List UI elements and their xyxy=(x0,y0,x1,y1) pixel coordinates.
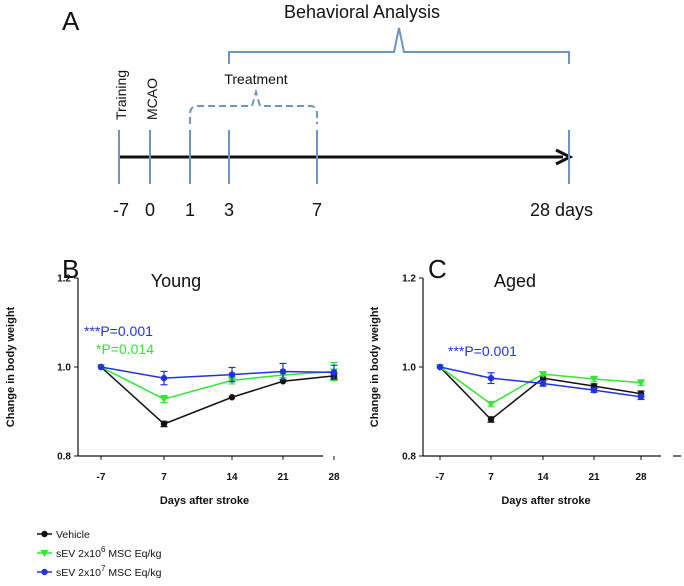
data-point xyxy=(539,380,547,387)
panel-label: C xyxy=(428,254,447,284)
chart-aged: C Aged 0.8 1.0 1.2 -7 7 14 21 28 Days after stroke… xyxy=(369,254,681,507)
x-tick-label: -7 xyxy=(436,472,445,483)
treatment-label: Treatment xyxy=(224,71,287,87)
timeline-tick-label: 3 xyxy=(224,200,234,220)
legend-item: Vehicle xyxy=(37,529,90,541)
data-point xyxy=(160,420,168,428)
data-point xyxy=(160,396,168,404)
x-axis-label: Days after stroke xyxy=(160,495,249,507)
data-point xyxy=(97,363,105,371)
legend-swatch-marker xyxy=(41,568,48,576)
x-tick-label: 28 xyxy=(635,472,647,483)
x-tick-label: 7 xyxy=(161,472,167,483)
timeline-ticks xyxy=(118,130,570,184)
x-tick-label: 14 xyxy=(537,472,549,483)
x-tick-label: 7 xyxy=(488,472,494,483)
series-line xyxy=(100,366,335,379)
data-point xyxy=(487,416,495,423)
training-label: Training xyxy=(113,70,129,120)
behavioral-analysis-label: Behavioral Analysis xyxy=(284,2,440,22)
data-point xyxy=(487,374,495,382)
legend-swatch-marker xyxy=(41,530,48,538)
x-axis-label: Days after stroke xyxy=(501,495,590,507)
mcao-label: MCAO xyxy=(144,78,160,120)
data-point xyxy=(590,376,598,384)
legend-swatch-marker xyxy=(40,550,49,557)
panel-a-label: A xyxy=(62,6,80,36)
timeline-tick-label: 0 xyxy=(145,200,155,220)
legend-item: sEV 2x106 MSC Eq/kg xyxy=(37,545,162,560)
series-sev-2x10-7-msc-eq-kg xyxy=(436,363,645,401)
timeline-tick-label: -7 xyxy=(113,200,129,220)
y-axis-label: Change in body weight xyxy=(369,306,381,427)
timeline-tick-label: 1 xyxy=(185,200,195,220)
legend-label: sEV 2x106 MSC Eq/kg xyxy=(56,545,162,560)
x-tick-label: 21 xyxy=(277,472,289,483)
data-point xyxy=(539,374,547,382)
chart-young: B Young 0.8 1.0 1.2 -7 7 14 21 28 Days after strok… xyxy=(5,254,340,507)
chart-title: Young xyxy=(151,271,201,291)
legend-label: sEV 2x107 MSC Eq/kg xyxy=(56,564,162,579)
x-tick-label: -7 xyxy=(97,472,106,483)
x-tick-label: 21 xyxy=(588,472,600,483)
data-point xyxy=(487,400,495,408)
p-value-annotation: ***P=0.001 xyxy=(448,343,517,359)
data-point xyxy=(160,374,168,382)
y-tick-label: 0.8 xyxy=(57,452,71,463)
legend-label: Vehicle xyxy=(56,529,90,541)
y-tick-label: 1.2 xyxy=(402,274,416,285)
p-value-annotation: *P=0.014 xyxy=(96,341,154,357)
x-tick-label: 14 xyxy=(226,472,238,483)
data-point xyxy=(330,369,338,376)
y-axis-label: Change in body weight xyxy=(5,306,17,427)
y-tick-label: 1.2 xyxy=(57,274,71,285)
legend-item: sEV 2x107 MSC Eq/kg xyxy=(37,564,162,579)
y-tick-label: 0.8 xyxy=(402,452,416,463)
series-sev-2x10-7-msc-eq-kg xyxy=(97,362,338,386)
treatment-bracket xyxy=(189,88,318,124)
timeline-tick-label: 28 days xyxy=(530,200,593,220)
data-point xyxy=(228,371,236,378)
data-point xyxy=(436,363,444,371)
data-point xyxy=(539,371,547,379)
data-point xyxy=(637,379,645,387)
y-tick-label: 1.0 xyxy=(402,363,416,374)
behavioral-analysis-brace xyxy=(228,27,570,64)
p-value-annotation: ***P=0.001 xyxy=(84,323,153,339)
x-tick-label: 28 xyxy=(328,472,340,483)
y-tick-label: 1.0 xyxy=(57,363,71,374)
timeline-tick-label: 7 xyxy=(312,200,322,220)
chart-title: Aged xyxy=(494,271,536,291)
legend: Vehicle sEV 2x106 MSC Eq/kg sEV 2x107 MSC … xyxy=(37,529,162,579)
data-point xyxy=(279,368,287,375)
panel-label: B xyxy=(62,254,79,284)
data-point xyxy=(590,386,598,394)
data-point xyxy=(228,394,236,401)
timeline-tick-labels: -7 0 1 3 7 28 days xyxy=(113,200,593,220)
data-point xyxy=(637,393,645,401)
